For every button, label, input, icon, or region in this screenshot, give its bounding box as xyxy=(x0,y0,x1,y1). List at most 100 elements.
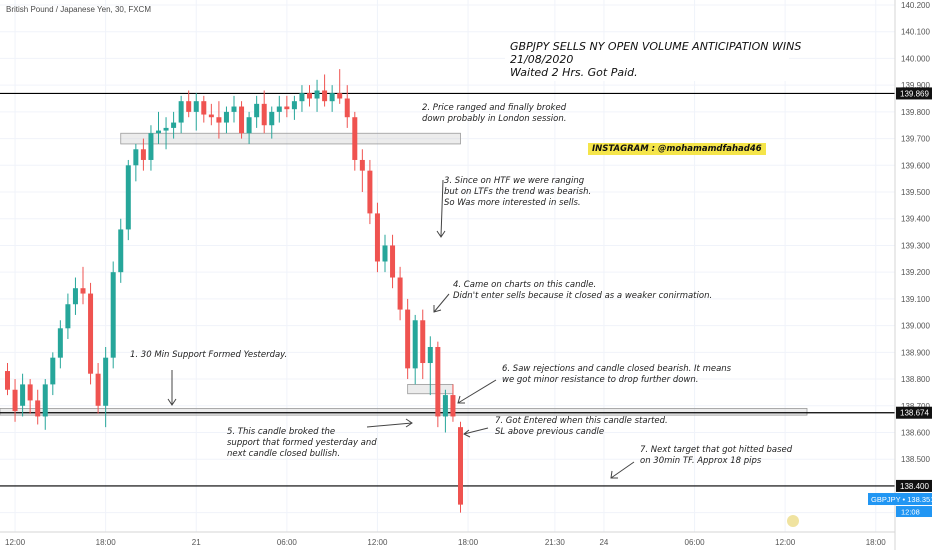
candle-bearish xyxy=(239,106,245,134)
candle-bearish xyxy=(322,90,328,102)
zone-box xyxy=(120,132,461,145)
candle-bearish xyxy=(12,389,18,412)
time-tick-label: 12:00 xyxy=(775,538,796,547)
candle-bullish xyxy=(156,130,161,134)
time-tick-label: 18:00 xyxy=(96,538,117,547)
candle-bullish xyxy=(50,357,56,385)
annotation-7-line: SL above previous candle xyxy=(495,427,605,437)
price-tick-label: 139.700 xyxy=(901,135,930,144)
time-tick-label: 18:00 xyxy=(458,538,479,547)
annotation-5-line: 5. This candle broked the xyxy=(227,427,336,437)
annotation-4-line: 4. Came on charts on this candle. xyxy=(453,280,597,290)
candle-bullish xyxy=(246,117,252,134)
title-line-3: Waited 2 Hrs. Got Paid. xyxy=(510,66,638,79)
annotation-arrows xyxy=(167,179,635,479)
candle-bullish xyxy=(118,229,124,273)
annotation-2-line: 2. Price ranged and finally broked xyxy=(422,103,567,113)
candle-bearish xyxy=(435,346,441,417)
price-tick-label: 139.300 xyxy=(901,241,930,250)
annotation-3: 3. Since on HTF we were ranging but on L… xyxy=(444,176,591,209)
price-tick-label: 139.500 xyxy=(901,188,930,197)
annotation-7-line: 7. Got Entered when this candle started. xyxy=(495,416,668,426)
price-badge-label: 139.869 xyxy=(900,89,929,98)
annotation-8-line: on 30min TF. Approx 18 pips xyxy=(640,456,762,466)
price-tick-label: 140.200 xyxy=(901,1,930,10)
candle-bullish xyxy=(291,101,297,110)
price-tick-label: 139.000 xyxy=(901,322,930,331)
candle-bearish xyxy=(5,371,10,390)
candle-bearish xyxy=(307,93,312,99)
last-price-badge xyxy=(868,493,932,506)
price-tick-label: 139.600 xyxy=(901,161,930,170)
time-tick-label: 06:00 xyxy=(277,538,298,547)
annotation-8: 7. Next target that got hitted based on … xyxy=(640,445,792,467)
candle-bullish xyxy=(314,90,320,99)
candle-bullish xyxy=(193,101,199,112)
candle-bullish xyxy=(427,346,433,364)
candle-bearish xyxy=(367,170,373,214)
candle-bearish xyxy=(450,395,456,417)
candle-bullish xyxy=(103,357,109,406)
annotation-8-line: 7. Next target that got hitted based xyxy=(640,445,793,455)
candle-bearish xyxy=(27,384,33,401)
title-box: GBPJPY SELLS NY OPEN VOLUME ANTICIPATION… xyxy=(505,40,802,81)
candle-bearish xyxy=(284,106,290,110)
title-line-2: 21/08/2020 xyxy=(510,53,574,66)
price-badge xyxy=(896,87,932,100)
price-badge xyxy=(896,406,932,419)
price-badge-label: 138.400 xyxy=(900,482,929,491)
time-tick-label: 12:00 xyxy=(367,538,388,547)
candle-bullish xyxy=(254,103,260,118)
candle-bullish xyxy=(276,106,282,112)
candle-bearish xyxy=(88,293,94,374)
candle-bearish xyxy=(95,373,101,406)
candle-bullish xyxy=(163,127,169,131)
time-tick-label: 18:00 xyxy=(866,538,887,547)
candle-bullish xyxy=(20,384,26,406)
candle-bullish xyxy=(42,384,48,417)
last-price-label: GBPJPY • 138.351 xyxy=(871,495,932,504)
candle-bearish xyxy=(35,400,41,417)
annotation-5-line: support that formed yesterday and xyxy=(227,438,377,448)
price-tick-label: 139.800 xyxy=(901,108,930,117)
candle-bullish xyxy=(72,288,78,305)
candle-bullish xyxy=(171,122,177,128)
candle-bearish xyxy=(390,245,396,278)
candle-bearish xyxy=(374,213,380,262)
candle-bearish xyxy=(359,159,365,171)
instagram-tag: INSTAGRAM : @mohamamdfahad46 xyxy=(588,143,766,155)
candle-bullish xyxy=(382,245,388,262)
annotation-4-line: Didn't enter sells because it closed as … xyxy=(453,291,713,301)
annotation-5: 5. This candle broked the support that f… xyxy=(227,427,377,460)
countdown-badge xyxy=(896,506,932,518)
title-line-1: GBPJPY SELLS NY OPEN VOLUME ANTICIPATION… xyxy=(510,40,802,53)
annotation-6-line: 6. Saw rejections and candle closed bear… xyxy=(502,364,732,374)
price-tick-label: 139.900 xyxy=(901,81,930,90)
annotation-6: 6. Saw rejections and candle closed bear… xyxy=(502,364,731,386)
candle-bearish xyxy=(344,98,350,118)
price-tick-label: 138.600 xyxy=(901,428,930,437)
candle-bullish xyxy=(178,101,184,123)
candle-bullish xyxy=(125,165,131,230)
price-tick-label: 139.200 xyxy=(901,268,930,277)
candle-bullish xyxy=(65,304,71,329)
candle-bearish xyxy=(352,117,358,160)
candle-bearish xyxy=(458,427,463,505)
price-tick-label: 138.800 xyxy=(901,375,930,384)
candle-bearish xyxy=(405,309,411,369)
time-tick-label: 12:00 xyxy=(5,538,26,547)
time-tick-label: 21:30 xyxy=(545,538,566,547)
annotation-2: 2. Price ranged and finally broked down … xyxy=(422,103,566,125)
candle-bearish xyxy=(261,103,267,126)
zone-box xyxy=(0,408,808,416)
annotation-1: 1. 30 Min Support Formed Yesterday. xyxy=(130,350,287,361)
annotation-1-line: 1. 30 Min Support Formed Yesterday. xyxy=(130,350,288,360)
annotation-3-line: 3. Since on HTF we were ranging xyxy=(444,176,585,186)
candle-bearish xyxy=(201,101,207,115)
time-tick-label: 24 xyxy=(599,538,608,547)
price-tick-label: 138.900 xyxy=(901,348,930,357)
price-badges: 139.869 138.674 138.400 GBPJPY • 138.351 12:… xyxy=(868,87,932,518)
annotation-4: 4. Came on charts on this candle. Didn't… xyxy=(453,280,712,302)
symbol-label: British Pound / Japanese Yen, 30, FXCM xyxy=(6,5,151,14)
